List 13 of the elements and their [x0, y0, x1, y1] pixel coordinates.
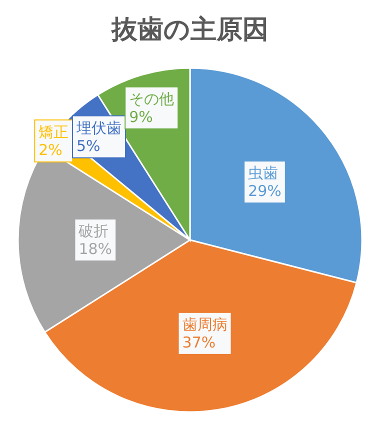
chart-title: 抜歯の主原因	[110, 15, 268, 45]
slice-label: 歯周病	[182, 315, 228, 334]
slice-label: その他	[129, 90, 174, 108]
slice-label: 虫歯	[248, 164, 278, 182]
data-label: 37%	[182, 333, 216, 352]
data-label: 5%	[76, 136, 100, 155]
data-label: 2%	[38, 140, 62, 159]
data-label: 29%	[248, 182, 282, 200]
slice-label: 矯正	[38, 122, 69, 141]
slice-label: 埋伏歯	[76, 118, 122, 137]
data-label: 9%	[129, 108, 153, 126]
slice-label: 破折	[78, 222, 109, 240]
data-label: 18%	[78, 240, 112, 258]
